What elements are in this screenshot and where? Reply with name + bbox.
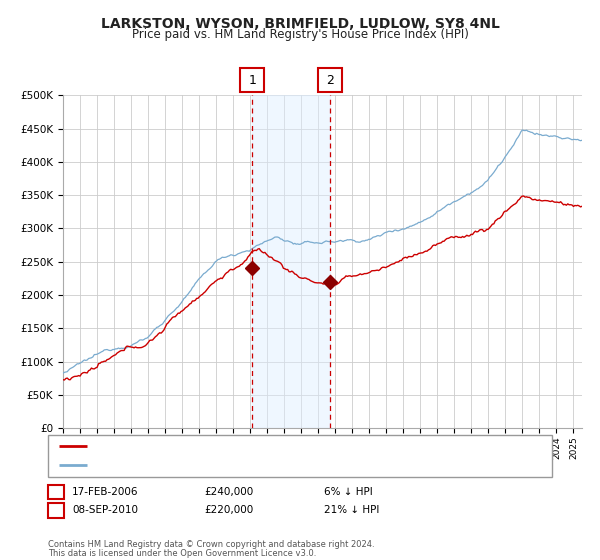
Text: 1: 1 xyxy=(248,73,256,87)
Text: LARKSTON, WYSON, BRIMFIELD, LUDLOW, SY8 4NL (detached house): LARKSTON, WYSON, BRIMFIELD, LUDLOW, SY8 … xyxy=(91,441,435,451)
Text: 1: 1 xyxy=(52,487,59,497)
Text: £220,000: £220,000 xyxy=(204,506,253,515)
Text: HPI: Average price, detached house, Herefordshire: HPI: Average price, detached house, Here… xyxy=(91,460,344,470)
Text: This data is licensed under the Open Government Licence v3.0.: This data is licensed under the Open Gov… xyxy=(48,549,316,558)
Text: Price paid vs. HM Land Registry's House Price Index (HPI): Price paid vs. HM Land Registry's House … xyxy=(131,28,469,41)
Text: 08-SEP-2010: 08-SEP-2010 xyxy=(72,506,138,515)
Text: 17-FEB-2006: 17-FEB-2006 xyxy=(72,487,139,497)
Text: Contains HM Land Registry data © Crown copyright and database right 2024.: Contains HM Land Registry data © Crown c… xyxy=(48,540,374,549)
Text: 6% ↓ HPI: 6% ↓ HPI xyxy=(324,487,373,497)
Text: 2: 2 xyxy=(326,73,334,87)
Text: LARKSTON, WYSON, BRIMFIELD, LUDLOW, SY8 4NL: LARKSTON, WYSON, BRIMFIELD, LUDLOW, SY8 … xyxy=(101,17,499,31)
Text: £240,000: £240,000 xyxy=(204,487,253,497)
Text: 2: 2 xyxy=(52,506,59,515)
Bar xyxy=(252,95,329,428)
Text: 21% ↓ HPI: 21% ↓ HPI xyxy=(324,506,379,515)
